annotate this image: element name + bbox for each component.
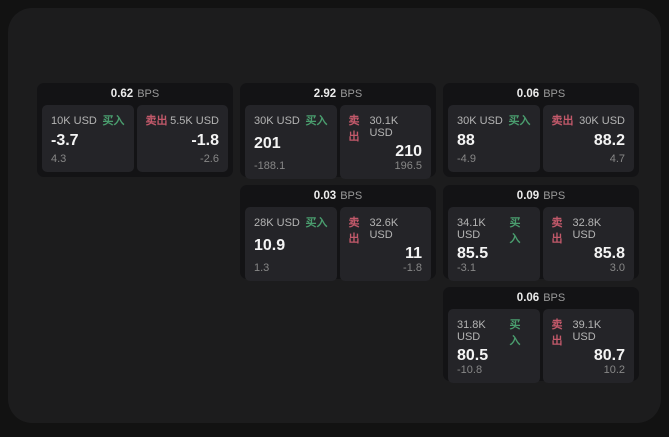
sell-price: 85.8 bbox=[593, 245, 625, 262]
quote-card: 0.03 BPS 28K USD 买入 10.9 1.3 卖出 32.6K USD… bbox=[240, 185, 436, 281]
sell-price: 210 bbox=[395, 143, 422, 160]
sell-price: 11 bbox=[405, 245, 422, 262]
sell-panel[interactable]: 卖出 30K USD 88.2 4.7 bbox=[542, 105, 634, 172]
sell-panel[interactable]: 卖出 30.1K USD 210 196.5 bbox=[339, 105, 431, 179]
buy-sub-value: 4.3 bbox=[51, 153, 67, 165]
buy-sub-value: 1.3 bbox=[254, 262, 270, 274]
bps-unit-label: BPS bbox=[340, 190, 363, 202]
buy-side-label: 买入 bbox=[509, 319, 521, 347]
buy-panel[interactable]: 10K USD 买入 -3.7 4.3 bbox=[42, 105, 134, 172]
bps-value: 0.09 bbox=[516, 190, 540, 202]
buy-sell-panels: 28K USD 买入 10.9 1.3 卖出 32.6K USD 11 -1.8 bbox=[245, 207, 431, 281]
buy-amount: 31.8K USD bbox=[457, 319, 486, 343]
buy-panel[interactable]: 34.1K USD 买入 85.5 -3.1 bbox=[448, 207, 540, 281]
quote-card: 0.62 BPS 10K USD 买入 -3.7 4.3 卖出 5.5K USD … bbox=[37, 83, 233, 177]
buy-amount: 10K USD bbox=[51, 115, 97, 127]
sell-side-label: 卖出 bbox=[348, 115, 360, 143]
sell-side-label: 卖出 bbox=[551, 319, 563, 347]
quote-card: 0.06 BPS 31.8K USD 买入 80.5 -10.8 卖出 39.1K… bbox=[443, 287, 639, 383]
quote-card-grid: 0.62 BPS 10K USD 买入 -3.7 4.3 卖出 5.5K USD … bbox=[37, 83, 639, 383]
sell-amount: 32.6K USD bbox=[369, 217, 399, 241]
bps-value: 0.06 bbox=[516, 292, 540, 304]
bps-unit-label: BPS bbox=[137, 88, 160, 100]
bps-unit-label: BPS bbox=[543, 88, 566, 100]
buy-panel[interactable]: 30K USD 买入 88 -4.9 bbox=[448, 105, 540, 172]
sell-amount: 32.8K USD bbox=[572, 217, 602, 241]
buy-sell-panels: 34.1K USD 买入 85.5 -3.1 卖出 32.8K USD 85.8… bbox=[448, 207, 634, 281]
buy-sub-value: -10.8 bbox=[457, 364, 483, 376]
buy-side-label: 买入 bbox=[509, 217, 521, 245]
sell-panel[interactable]: 卖出 32.8K USD 85.8 3.0 bbox=[542, 207, 634, 281]
sell-amount: 30K USD bbox=[579, 115, 625, 127]
sell-sub-value: -1.8 bbox=[403, 262, 422, 274]
app-window: 0.62 BPS 10K USD 买入 -3.7 4.3 卖出 5.5K USD … bbox=[8, 8, 661, 423]
sell-amount: 39.1K USD bbox=[572, 319, 602, 343]
buy-sub-value: -4.9 bbox=[457, 153, 476, 165]
buy-price: 88 bbox=[457, 131, 475, 149]
buy-sell-panels: 31.8K USD 买入 80.5 -10.8 卖出 39.1K USD 80.… bbox=[448, 309, 634, 383]
buy-price: 80.5 bbox=[457, 347, 489, 364]
buy-panel[interactable]: 30K USD 买入 201 -188.1 bbox=[245, 105, 337, 179]
bps-value: 0.06 bbox=[516, 88, 540, 100]
sell-panel[interactable]: 卖出 5.5K USD -1.8 -2.6 bbox=[136, 105, 228, 172]
sell-sub-value: 10.2 bbox=[603, 364, 625, 376]
sell-panel[interactable]: 卖出 39.1K USD 80.7 10.2 bbox=[542, 309, 634, 383]
buy-panel[interactable]: 28K USD 买入 10.9 1.3 bbox=[245, 207, 337, 281]
buy-amount: 30K USD bbox=[457, 115, 503, 127]
sell-sub-value: 3.0 bbox=[609, 262, 625, 274]
sell-side-label: 卖出 bbox=[551, 115, 574, 127]
bps-value: 0.62 bbox=[110, 88, 134, 100]
buy-price: 10.9 bbox=[254, 237, 286, 254]
buy-price: -3.7 bbox=[51, 131, 79, 149]
sell-price: 88.2 bbox=[593, 131, 625, 149]
bps-header: 0.03 BPS bbox=[245, 185, 431, 207]
sell-sub-value: 196.5 bbox=[394, 160, 422, 172]
buy-amount: 30K USD bbox=[254, 115, 300, 127]
bps-value: 2.92 bbox=[313, 88, 337, 100]
buy-sell-panels: 10K USD 买入 -3.7 4.3 卖出 5.5K USD -1.8 -2.… bbox=[42, 105, 228, 172]
bps-unit-label: BPS bbox=[340, 88, 363, 100]
quote-card: 0.09 BPS 34.1K USD 买入 85.5 -3.1 卖出 32.8K … bbox=[443, 185, 639, 281]
bps-header: 0.09 BPS bbox=[448, 185, 634, 207]
buy-price: 85.5 bbox=[457, 245, 489, 262]
quote-card: 2.92 BPS 30K USD 买入 201 -188.1 卖出 30.1K U… bbox=[240, 83, 436, 179]
buy-side-label: 买入 bbox=[305, 217, 328, 229]
bps-header: 2.92 BPS bbox=[245, 83, 431, 105]
bps-unit-label: BPS bbox=[543, 190, 566, 202]
bps-value: 0.03 bbox=[313, 190, 337, 202]
buy-side-label: 买入 bbox=[305, 115, 328, 127]
sell-side-label: 卖出 bbox=[145, 115, 168, 127]
buy-side-label: 买入 bbox=[102, 115, 125, 127]
sell-sub-value: -2.6 bbox=[200, 153, 219, 165]
buy-sell-panels: 30K USD 买入 88 -4.9 卖出 30K USD 88.2 4.7 bbox=[448, 105, 634, 172]
buy-amount: 28K USD bbox=[254, 217, 300, 229]
buy-side-label: 买入 bbox=[508, 115, 531, 127]
sell-amount: 5.5K USD bbox=[170, 115, 219, 127]
sell-side-label: 卖出 bbox=[551, 217, 563, 245]
buy-sub-value: -3.1 bbox=[457, 262, 476, 274]
buy-price: 201 bbox=[254, 135, 281, 152]
buy-amount: 34.1K USD bbox=[457, 217, 486, 241]
buy-sell-panels: 30K USD 买入 201 -188.1 卖出 30.1K USD 210 1… bbox=[245, 105, 431, 179]
sell-sub-value: 4.7 bbox=[609, 153, 625, 165]
bps-header: 0.62 BPS bbox=[42, 83, 228, 105]
buy-panel[interactable]: 31.8K USD 买入 80.5 -10.8 bbox=[448, 309, 540, 383]
sell-side-label: 卖出 bbox=[348, 217, 360, 245]
sell-panel[interactable]: 卖出 32.6K USD 11 -1.8 bbox=[339, 207, 431, 281]
sell-amount: 30.1K USD bbox=[369, 115, 399, 139]
bps-header: 0.06 BPS bbox=[448, 83, 634, 105]
bps-unit-label: BPS bbox=[543, 292, 566, 304]
quote-card: 0.06 BPS 30K USD 买入 88 -4.9 卖出 30K USD 88… bbox=[443, 83, 639, 177]
buy-sub-value: -188.1 bbox=[254, 160, 286, 172]
sell-price: 80.7 bbox=[593, 347, 625, 364]
sell-price: -1.8 bbox=[191, 131, 219, 149]
bps-header: 0.06 BPS bbox=[448, 287, 634, 309]
